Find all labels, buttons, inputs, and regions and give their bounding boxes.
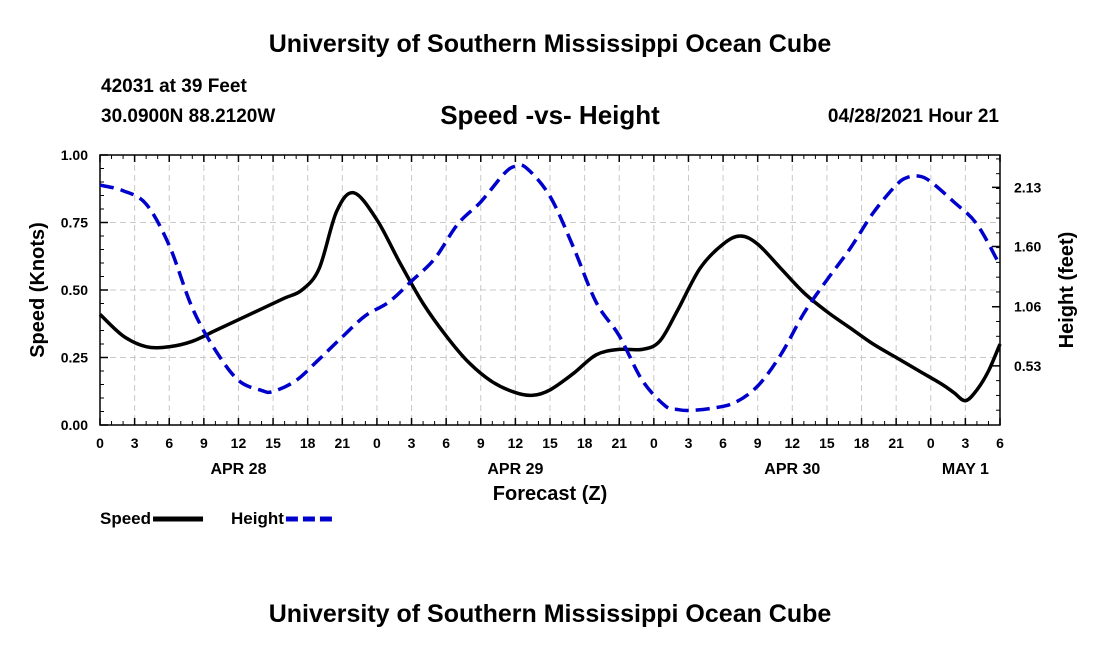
x-tick-label: 9 bbox=[200, 435, 208, 451]
y-tick-label: 0.00 bbox=[61, 417, 88, 433]
coordinates-label: 30.0900N 88.2120W bbox=[101, 106, 276, 127]
x-tick-label: 6 bbox=[996, 435, 1004, 451]
x-tick-label: 12 bbox=[785, 435, 801, 451]
x-tick-label: 0 bbox=[373, 435, 381, 451]
x-tick-label: 15 bbox=[542, 435, 558, 451]
x-tick-label: 0 bbox=[96, 435, 104, 451]
x-tick-label: 15 bbox=[265, 435, 281, 451]
x-tick-label: 0 bbox=[650, 435, 658, 451]
x-tick-label: 3 bbox=[961, 435, 969, 451]
x-tick-label: 6 bbox=[719, 435, 727, 451]
height-series-line bbox=[99, 163, 1002, 413]
y2-axis-label: Height (feet) bbox=[1056, 232, 1078, 349]
x-tick-label: 18 bbox=[854, 435, 870, 451]
x-tick-label: 3 bbox=[131, 435, 139, 451]
y-tick-label: 0.75 bbox=[61, 215, 88, 231]
x-tick-label: 3 bbox=[408, 435, 416, 451]
x-tick-label: 21 bbox=[888, 435, 904, 451]
day-label: APR 30 bbox=[764, 461, 820, 478]
y-tick-label: 0.50 bbox=[61, 282, 88, 298]
x-tick-label: 6 bbox=[442, 435, 450, 451]
x-tick-label: 18 bbox=[300, 435, 316, 451]
series-lines bbox=[98, 163, 1002, 413]
y-tick-label: 1.00 bbox=[61, 147, 88, 163]
top-title: University of Southern Mississippi Ocean… bbox=[268, 30, 832, 58]
y2-tick-label: 2.13 bbox=[1014, 179, 1041, 195]
x-tick-label: 3 bbox=[685, 435, 693, 451]
x-tick-label: 12 bbox=[231, 435, 247, 451]
station-label: 42031 at 39 Feet bbox=[101, 76, 247, 97]
x-tick-label: 6 bbox=[165, 435, 173, 451]
day-label: APR 29 bbox=[487, 461, 543, 478]
x-tick-label: 15 bbox=[819, 435, 835, 451]
day-label: APR 28 bbox=[210, 461, 266, 478]
axis-ticks: 0 3 6 9 12 15 18 21 0 3 6 9 12 15 18 21 0 3 6 9 12 15 18 21 0 3 6 A… bbox=[61, 147, 1042, 478]
legend: Speed Height bbox=[100, 509, 336, 528]
day-label: MAY 1 bbox=[942, 461, 989, 478]
x-tick-label: 21 bbox=[335, 435, 351, 451]
forecast-datetime: 04/28/2021 Hour 21 bbox=[827, 106, 999, 127]
y2-tick-label: 1.06 bbox=[1014, 299, 1041, 315]
chart-title: Speed -vs- Height bbox=[440, 100, 660, 130]
grid bbox=[100, 155, 1000, 425]
legend-label-speed: Speed bbox=[100, 509, 151, 528]
x-tick-label: 21 bbox=[611, 435, 627, 451]
y2-tick-label: 0.53 bbox=[1014, 358, 1041, 374]
x-tick-label: 9 bbox=[477, 435, 485, 451]
x-tick-label: 12 bbox=[508, 435, 524, 451]
y-axis-label: Speed (Knots) bbox=[27, 222, 49, 358]
x-tick-label: 0 bbox=[927, 435, 935, 451]
x-tick-label: 9 bbox=[754, 435, 762, 451]
y2-tick-label: 1.60 bbox=[1014, 238, 1041, 254]
bottom-title: University of Southern Mississippi Ocean… bbox=[268, 600, 832, 628]
y-tick-label: 0.25 bbox=[61, 350, 88, 366]
x-tick-label: 18 bbox=[577, 435, 593, 451]
x-axis-label: Forecast (Z) bbox=[493, 483, 607, 505]
speed-series-line bbox=[98, 190, 1002, 403]
legend-label-height: Height bbox=[231, 509, 284, 528]
